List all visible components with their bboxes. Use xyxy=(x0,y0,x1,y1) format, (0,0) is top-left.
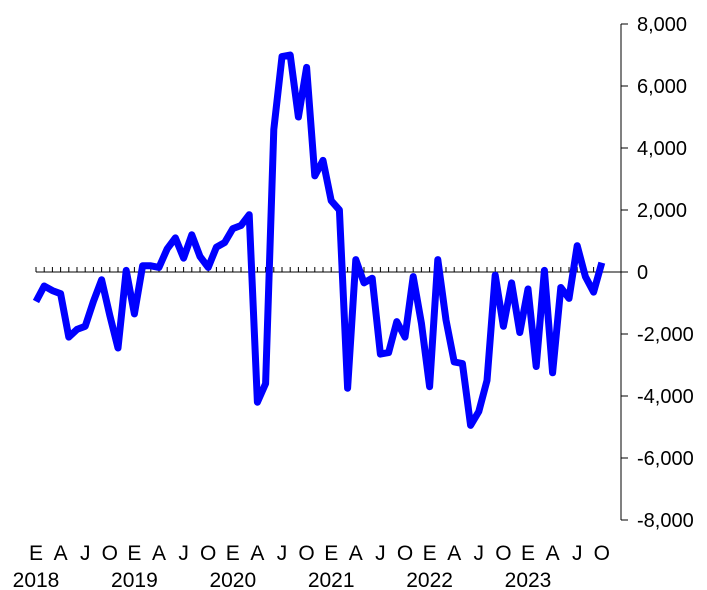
y-tick-label: -2,000 xyxy=(637,324,694,346)
label-layer: 8,000 6,000 4,000 2,000 0 -2,000 -4,000 -6,000 -… xyxy=(13,14,694,590)
x-month-label: O xyxy=(397,542,413,565)
x-month-label: E xyxy=(324,542,338,565)
y-tick-label: 6,000 xyxy=(637,76,687,98)
x-month-label: J xyxy=(80,542,91,565)
x-month-label: O xyxy=(102,542,118,565)
x-year-label: 2023 xyxy=(505,569,552,590)
x-month-label: J xyxy=(375,542,386,565)
y-tick-label: 4,000 xyxy=(637,138,687,160)
x-year-label: 2021 xyxy=(308,569,355,590)
x-month-label: A xyxy=(349,542,363,565)
x-month-label: A xyxy=(152,542,166,565)
x-month-label: A xyxy=(447,542,461,565)
y-tick-label: 0 xyxy=(637,262,648,284)
x-month-label: A xyxy=(54,542,68,565)
y-tick-label: -6,000 xyxy=(637,448,694,470)
x-month-label: A xyxy=(250,542,264,565)
y-tick-label: -8,000 xyxy=(637,510,694,532)
x-month-label: O xyxy=(298,542,314,565)
y-tick-label: 8,000 xyxy=(637,14,687,36)
x-month-label: J xyxy=(178,542,189,565)
x-month-label: O xyxy=(594,542,610,565)
x-month-label: E xyxy=(226,542,240,565)
x-month-label: J xyxy=(277,542,288,565)
x-month-label: E xyxy=(423,542,437,565)
x-month-label: A xyxy=(546,542,560,565)
x-month-label: O xyxy=(495,542,511,565)
x-month-label: E xyxy=(127,542,141,565)
x-month-label: J xyxy=(474,542,485,565)
x-month-label: J xyxy=(572,542,583,565)
x-year-label: 2022 xyxy=(406,569,453,590)
series-layer xyxy=(32,51,606,429)
x-month-label: O xyxy=(200,542,216,565)
y-tick-label: 2,000 xyxy=(637,200,687,222)
series-line xyxy=(32,51,606,429)
x-year-label: 2020 xyxy=(209,569,256,590)
x-month-label: E xyxy=(521,542,535,565)
x-year-label: 2019 xyxy=(111,569,158,590)
x-month-label: E xyxy=(29,542,43,565)
x-year-label: 2018 xyxy=(13,569,60,590)
y-tick-label: -4,000 xyxy=(637,386,694,408)
